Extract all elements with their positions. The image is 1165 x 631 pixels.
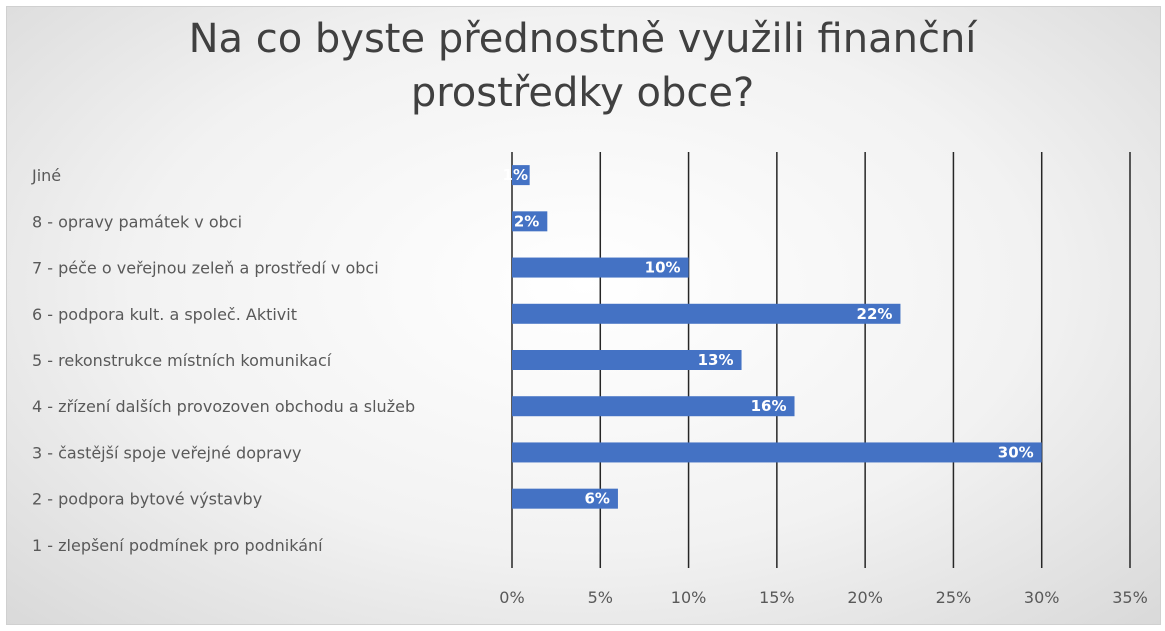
data-label: 2% — [514, 212, 539, 230]
chart-title-line-2: prostředky obce? — [410, 70, 755, 116]
data-label: 30% — [998, 443, 1034, 461]
bar — [512, 442, 1042, 463]
data-label: 1% — [503, 166, 528, 184]
category-label: 6 - podpora kult. a společ. Aktivit — [32, 305, 297, 324]
x-tick-label: 15% — [759, 588, 795, 607]
data-label: 6% — [584, 490, 609, 508]
data-label: 16% — [751, 397, 787, 415]
data-label: 10% — [645, 259, 681, 277]
chart-title: Na co byste přednostně využili finanční … — [0, 12, 1165, 120]
chart-title-line-1: Na co byste přednostně využili finanční — [188, 16, 977, 62]
x-tick-label: 10% — [671, 588, 707, 607]
x-axis-tick-labels: 0% 5% 10% 15% 20% 25% 30% 35% — [499, 588, 1147, 607]
category-label: 2 - podpora bytové výstavby — [32, 490, 262, 509]
bar — [512, 488, 618, 509]
x-tick-label: 0% — [499, 588, 524, 607]
bar — [512, 211, 548, 232]
x-tick-label: 30% — [1024, 588, 1060, 607]
x-tick-label: 5% — [588, 588, 613, 607]
category-labels: Jiné 8 - opravy památek v obci 7 - péče o … — [31, 166, 415, 555]
category-label: 8 - opravy památek v obci — [32, 212, 242, 231]
category-label: 7 - péče o veřejnou zeleň a prostředí v … — [32, 259, 379, 278]
category-label: 1 - zlepšení podmínek pro podnikání — [32, 536, 323, 555]
category-label: Jiné — [31, 166, 61, 185]
bar — [512, 165, 530, 186]
bars — [512, 165, 1042, 509]
data-label: 22% — [857, 305, 893, 323]
x-tick-label: 25% — [936, 588, 972, 607]
bar — [512, 396, 795, 417]
bar — [512, 350, 742, 370]
data-labels: 1% 2% 10% 22% 13% 16% 30% 6% — [503, 166, 1034, 508]
category-label: 3 - častější spoje veřejné dopravy — [32, 443, 301, 462]
category-label: 4 - zřízení dalších provozoven obchodu a… — [32, 397, 415, 416]
bar — [512, 303, 901, 324]
data-label: 13% — [698, 351, 734, 369]
x-tick-label: 35% — [1112, 588, 1148, 607]
x-tick-label: 20% — [847, 588, 883, 607]
bar — [512, 257, 689, 278]
category-label: 5 - rekonstrukce místních komunikací — [32, 351, 332, 370]
